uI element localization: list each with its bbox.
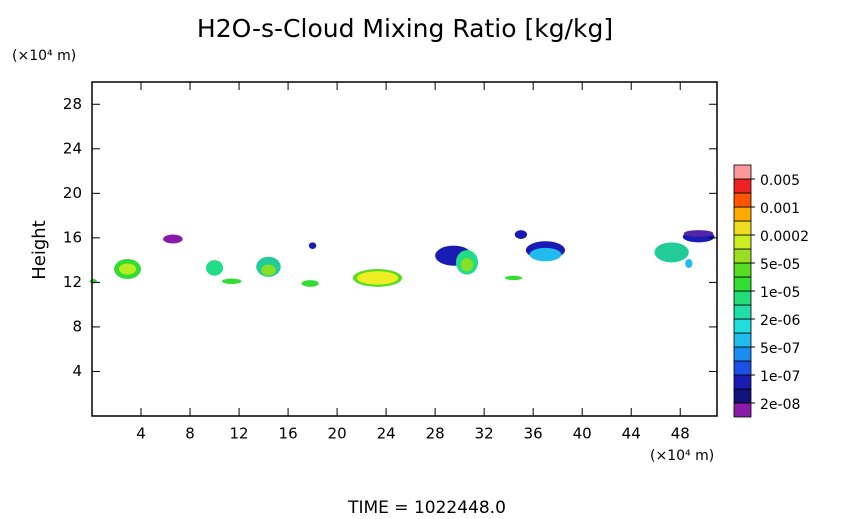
cloud-patch xyxy=(163,234,183,244)
cloud-patch xyxy=(221,278,242,285)
x-tick-label: 36 xyxy=(524,425,543,443)
cloud-patch xyxy=(356,271,399,285)
colorbar-swatch xyxy=(733,332,752,348)
y-tick-label: 8 xyxy=(72,317,82,335)
colorbar-swatch xyxy=(733,206,752,222)
y-tick-label: 12 xyxy=(63,273,82,291)
colorbar-label: 1e-05 xyxy=(760,285,800,301)
cloud-patch xyxy=(514,230,528,239)
cloud-patch xyxy=(205,260,224,276)
x-tick-label: 32 xyxy=(475,425,494,443)
x-unit: (×10⁴ m) xyxy=(650,448,714,464)
y-tick-label: 28 xyxy=(63,95,82,113)
cloud-patch xyxy=(683,230,714,237)
colorbar-swatch xyxy=(733,262,752,278)
colorbar-swatch xyxy=(733,374,752,390)
x-tick-label: 24 xyxy=(377,425,396,443)
colorbar-swatch xyxy=(733,276,752,292)
cloud-patch xyxy=(654,242,689,263)
colorbar-swatch xyxy=(733,346,752,362)
colorbar-swatch xyxy=(733,234,752,250)
cloud-patch xyxy=(685,259,693,268)
footer-time: TIME = 1022448.0 xyxy=(347,498,506,518)
colorbar-label: 5e-07 xyxy=(760,341,800,357)
y-tick-label: 16 xyxy=(63,228,82,246)
colorbar-swatch xyxy=(733,164,752,180)
colorbar-label: 1e-07 xyxy=(760,369,800,385)
colorbar-label: 2e-06 xyxy=(760,313,800,329)
y-tick-label: 20 xyxy=(63,184,82,202)
x-tick-label: 8 xyxy=(185,425,195,443)
cloud-patch xyxy=(308,242,317,249)
plot-frame xyxy=(91,81,718,417)
chart-title: H2O-s-Cloud Mixing Ratio [kg/kg] xyxy=(197,14,613,43)
cloud-patch xyxy=(261,264,276,276)
y-tick-label: 4 xyxy=(72,362,82,380)
x-tick-label: 12 xyxy=(230,425,249,443)
colorbar-label: 2e-08 xyxy=(760,397,800,413)
colorbar-label: 0.001 xyxy=(760,201,800,217)
cloud-patch xyxy=(301,280,319,287)
cloud-patch xyxy=(529,247,562,262)
colorbar-swatch xyxy=(733,318,752,334)
colorbar-swatch xyxy=(733,402,752,418)
colorbar-label: 0.005 xyxy=(760,173,800,189)
x-tick-label: 44 xyxy=(622,425,641,443)
y-tick-label: 24 xyxy=(63,139,82,157)
colorbar-swatch xyxy=(733,360,752,376)
colorbar-label: 0.0002 xyxy=(760,229,809,245)
x-tick-label: 28 xyxy=(426,425,445,443)
colorbar-swatch xyxy=(733,192,752,208)
x-tick-label: 4 xyxy=(136,425,146,443)
colorbar-swatch xyxy=(733,290,752,306)
colorbar-label: 5e-05 xyxy=(760,257,800,273)
plot-area xyxy=(89,230,715,287)
x-tick-label: 20 xyxy=(328,425,347,443)
colorbar-swatch xyxy=(733,220,752,236)
x-tick-label: 48 xyxy=(671,425,690,443)
cloud-patch xyxy=(118,263,137,275)
cloud-patch xyxy=(504,275,523,281)
x-tick-label: 40 xyxy=(573,425,592,443)
colorbar-swatch xyxy=(733,388,752,404)
x-tick-label: 16 xyxy=(279,425,298,443)
colorbar-swatch xyxy=(733,248,752,264)
cloud-patch xyxy=(460,257,474,272)
y-axis-label: Height xyxy=(29,220,50,280)
colorbar-swatch xyxy=(733,178,752,194)
y-unit: (×10⁴ m) xyxy=(12,48,76,64)
colorbar-swatch xyxy=(733,304,752,320)
